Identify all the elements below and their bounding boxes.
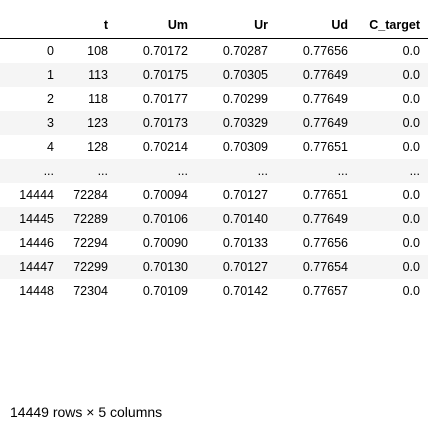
table-row: 0 108 0.70172 0.70287 0.77656 0.0 <box>0 39 428 64</box>
table-row: 14448 72304 0.70109 0.70142 0.77657 0.0 <box>0 279 428 303</box>
cell-ud: 0.77651 <box>302 140 348 154</box>
cell-t: 72304 <box>73 284 108 298</box>
cell-ud: 0.77649 <box>276 63 356 87</box>
ellipsis-cell: ... <box>196 159 276 183</box>
cell-ur: 0.70309 <box>222 140 268 154</box>
ellipsis-cell: ... <box>62 159 116 183</box>
table-row: 14445 72289 0.70106 0.70140 0.77649 0.0 <box>0 207 428 231</box>
row-index: 0 <box>47 44 54 58</box>
header-row: t Um Ur Ud C_target <box>0 12 428 39</box>
cell-ur: 0.70127 <box>196 255 276 279</box>
column-header-c-target: C_target <box>356 12 428 39</box>
row-index: 4 <box>47 140 54 154</box>
table-row: 3 123 0.70173 0.70329 0.77649 0.0 <box>0 111 428 135</box>
cell-ud: 0.77656 <box>302 44 348 58</box>
cell-um: 0.70214 <box>142 140 188 154</box>
cell-ud: 0.77649 <box>276 207 356 231</box>
row-index: 14447 <box>0 255 62 279</box>
column-header-ud: Ud <box>276 12 356 39</box>
cell-t: 118 <box>88 92 108 106</box>
cell-c-target: 0.0 <box>356 63 428 87</box>
cell-ur: 0.70133 <box>222 236 268 250</box>
cell-c-target: 0.0 <box>356 207 428 231</box>
cell-um: 0.70106 <box>116 207 196 231</box>
row-index: 1 <box>0 63 62 87</box>
dataframe-table: t Um Ur Ud C_target 0 108 0.70172 0.7028… <box>0 12 428 303</box>
cell-c-target: 0.0 <box>356 255 428 279</box>
table-row: 2 118 0.70177 0.70299 0.77649 0.0 <box>0 87 428 111</box>
row-index: 3 <box>0 111 62 135</box>
cell-ud: 0.77649 <box>276 111 356 135</box>
cell-c-target: 0.0 <box>402 236 420 250</box>
cell-ur: 0.70329 <box>196 111 276 135</box>
ellipsis-cell: ... <box>0 159 62 183</box>
column-header-ur: Ur <box>196 12 276 39</box>
index-header <box>0 12 62 39</box>
cell-ud: 0.77651 <box>302 188 348 202</box>
cell-ur: 0.70305 <box>196 63 276 87</box>
cell-t: 72294 <box>73 236 108 250</box>
row-index: 14444 <box>19 188 54 202</box>
row-index: 14448 <box>19 284 54 298</box>
ellipsis-row: ... ... ... ... ... ... <box>0 159 428 183</box>
cell-ur: 0.70142 <box>222 284 268 298</box>
cell-um: 0.70177 <box>142 92 188 106</box>
cell-um: 0.70094 <box>142 188 188 202</box>
cell-ur: 0.70287 <box>222 44 268 58</box>
cell-ur: 0.70299 <box>222 92 268 106</box>
cell-ud: 0.77649 <box>302 92 348 106</box>
ellipsis-cell: ... <box>356 159 428 183</box>
cell-t: 113 <box>62 63 116 87</box>
cell-um: 0.70130 <box>116 255 196 279</box>
row-index: 14445 <box>0 207 62 231</box>
table-row: 14447 72299 0.70130 0.70127 0.77654 0.0 <box>0 255 428 279</box>
column-header-um: Um <box>116 12 196 39</box>
cell-ud: 0.77654 <box>276 255 356 279</box>
cell-c-target: 0.0 <box>402 140 420 154</box>
cell-um: 0.70173 <box>116 111 196 135</box>
table-row: 4 128 0.70214 0.70309 0.77651 0.0 <box>0 135 428 159</box>
ellipsis-cell: ... <box>276 159 356 183</box>
cell-um: 0.70172 <box>142 44 188 58</box>
cell-um: 0.70175 <box>116 63 196 87</box>
cell-c-target: 0.0 <box>402 188 420 202</box>
cell-t: 72299 <box>62 255 116 279</box>
cell-c-target: 0.0 <box>402 92 420 106</box>
table-row: 14446 72294 0.70090 0.70133 0.77656 0.0 <box>0 231 428 255</box>
ellipsis-cell: ... <box>116 159 196 183</box>
dataframe-output: t Um Ur Ud C_target 0 108 0.70172 0.7028… <box>0 12 428 303</box>
column-header-t: t <box>62 12 116 39</box>
cell-c-target: 0.0 <box>402 44 420 58</box>
cell-ur: 0.70127 <box>222 188 268 202</box>
row-count-summary: 14449 rows × 5 columns <box>10 404 163 420</box>
cell-t: 72284 <box>73 188 108 202</box>
cell-c-target: 0.0 <box>356 111 428 135</box>
cell-ud: 0.77656 <box>302 236 348 250</box>
cell-um: 0.70090 <box>142 236 188 250</box>
cell-t: 108 <box>87 44 108 58</box>
table-row: 1 113 0.70175 0.70305 0.77649 0.0 <box>0 63 428 87</box>
table-row: 14444 72284 0.70094 0.70127 0.77651 0.0 <box>0 183 428 207</box>
cell-ud: 0.77657 <box>302 284 348 298</box>
row-index: 14446 <box>19 236 54 250</box>
cell-c-target: 0.0 <box>402 284 420 298</box>
cell-t: 72289 <box>62 207 116 231</box>
cell-um: 0.70109 <box>142 284 188 298</box>
cell-t: 123 <box>62 111 116 135</box>
row-index: 2 <box>47 92 54 106</box>
cell-t: 128 <box>87 140 108 154</box>
cell-ur: 0.70140 <box>196 207 276 231</box>
